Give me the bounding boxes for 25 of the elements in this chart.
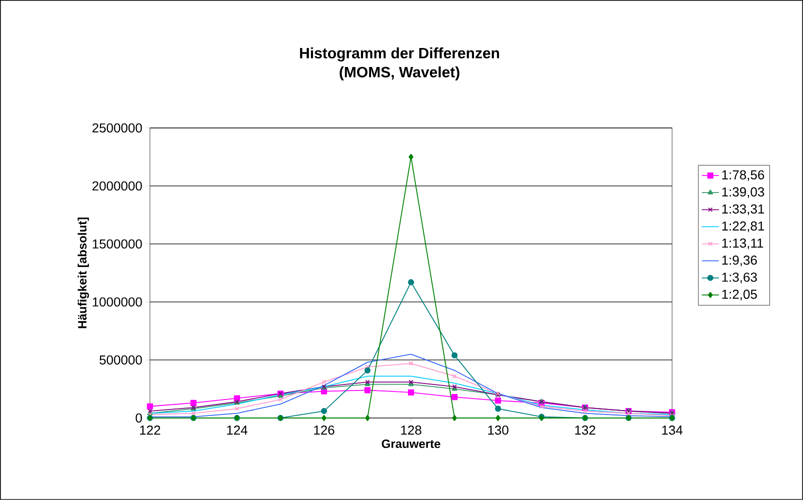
x-tick-label: 128 [401, 426, 422, 435]
x-tick-label: 134 [662, 426, 683, 435]
chart-title: Histogramm der Differenzen [300, 47, 500, 62]
x-tick-label: 132 [575, 426, 596, 435]
y-axis-title: Häufigkeit [absolut] [78, 218, 89, 328]
legend-label: 1:33,31 [722, 204, 764, 216]
x-axis-title: Grauwerte [382, 440, 440, 448]
y-tick-label: 500000 [100, 355, 142, 365]
legend-label: 1:2,05 [722, 290, 757, 300]
x-tick-label: 124 [227, 426, 248, 435]
legend-label: 1:39,03 [722, 187, 764, 198]
legend-label: 1:22,81 [722, 221, 764, 232]
y-tick-label: 1000000 [92, 297, 142, 307]
x-tick-label: 130 [488, 426, 508, 435]
legend-label: 1:9,36 [722, 256, 757, 266]
chart-subtitle: (MOMS, Wavelet) [340, 66, 460, 80]
x-tick-label: 126 [314, 426, 334, 435]
y-tick-label: 1500000 [92, 239, 142, 249]
legend-label: 1:78,56 [722, 170, 764, 182]
y-tick-label: 2500000 [92, 123, 142, 133]
x-tick-label: 122 [140, 426, 160, 435]
legend-label: 1:13,11 [722, 238, 764, 250]
legend-label: 1:3,63 [722, 272, 757, 284]
y-tick-label: 0 [136, 413, 142, 423]
y-tick-label: 2000000 [92, 181, 142, 191]
